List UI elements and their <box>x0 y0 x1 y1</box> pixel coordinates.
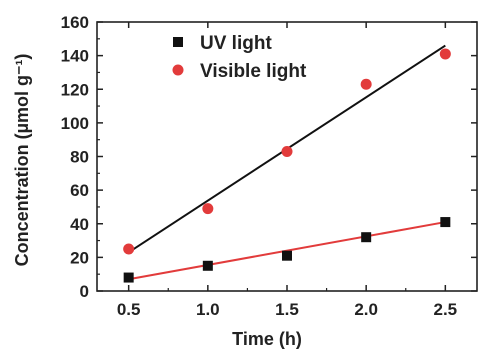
data-point-series-1 <box>360 78 372 90</box>
fit-line-series-0 <box>128 221 446 281</box>
x-tick-label: 1.5 <box>275 300 299 319</box>
x-tick-label: 0.5 <box>117 300 141 319</box>
legend-label-series-0: UV light <box>200 33 272 54</box>
legend-label-series-1: Visible light <box>200 61 307 82</box>
y-tick-label: 60 <box>70 181 89 200</box>
data-point-series-0 <box>123 272 134 283</box>
y-tick-label: 120 <box>61 80 89 99</box>
y-axis-label: Concentration (µmol g⁻¹) <box>12 54 32 267</box>
y-tick-label: 160 <box>61 13 89 32</box>
y-tick-label: 100 <box>61 114 89 133</box>
x-axis-label: Time (h) <box>232 329 302 349</box>
data-points <box>123 48 451 283</box>
y-tick-label: 40 <box>70 215 89 234</box>
data-point-series-0 <box>282 250 292 261</box>
data-point-series-0 <box>440 217 451 228</box>
data-point-series-1 <box>202 203 214 215</box>
y-tick-label: 0 <box>80 282 89 301</box>
legend: UV light Visible light <box>172 33 307 82</box>
data-point-series-1 <box>281 145 293 157</box>
x-tick-label: 2.0 <box>354 300 378 319</box>
x-tick-label: 1.0 <box>196 300 220 319</box>
y-tick-label: 140 <box>61 47 89 66</box>
legend-marker-series-1 <box>172 64 184 76</box>
y-tick-label: 80 <box>70 148 89 167</box>
data-point-series-1 <box>439 48 451 60</box>
data-point-series-0 <box>202 260 213 271</box>
ticks: 0.5 1.0 1.5 2.0 2.5 0 20 40 60 80 100 120 140 160 <box>61 13 477 319</box>
data-point-series-1 <box>123 243 135 255</box>
y-tick-label: 20 <box>70 248 89 267</box>
x-tick-label: 2.5 <box>434 300 458 319</box>
legend-marker-series-0 <box>173 37 183 47</box>
data-point-series-0 <box>361 232 372 243</box>
